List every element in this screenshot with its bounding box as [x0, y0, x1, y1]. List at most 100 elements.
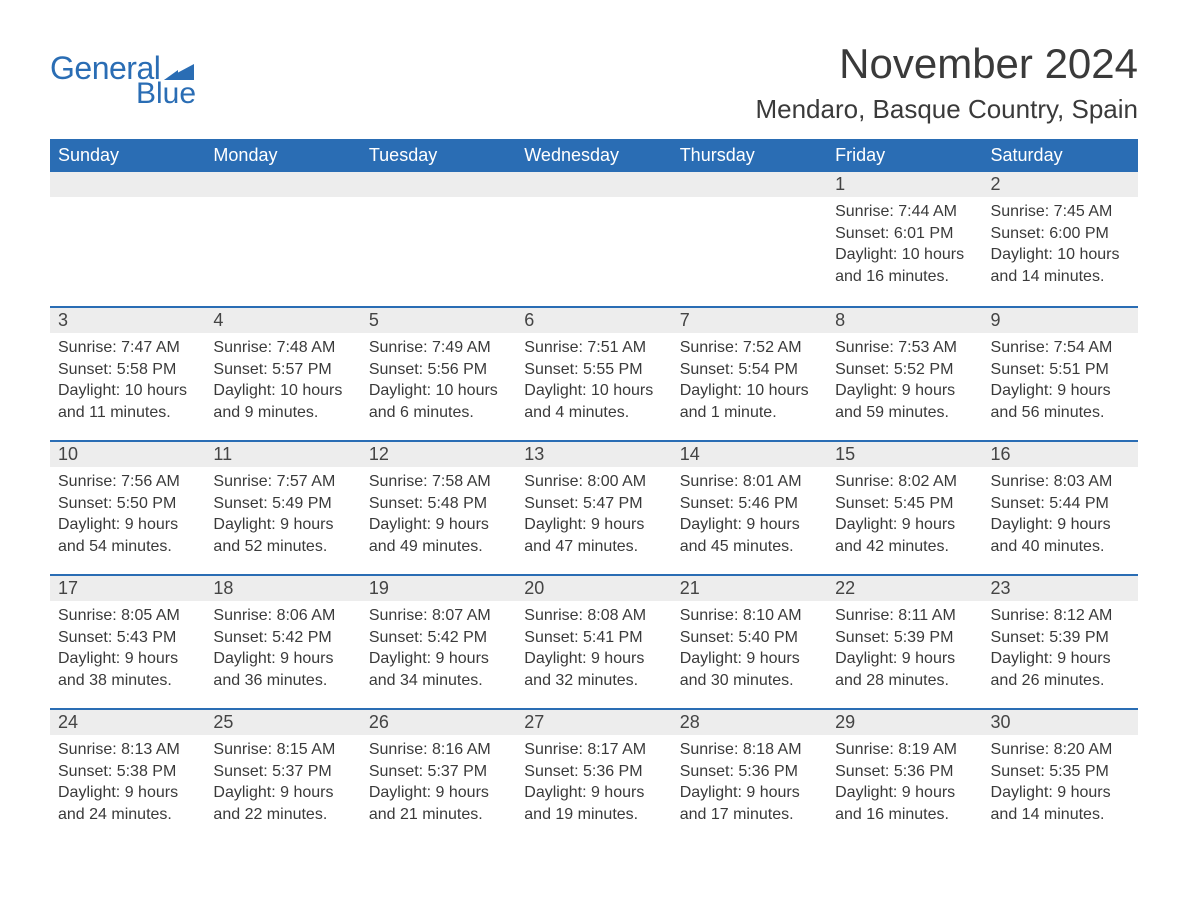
- day-number: 25: [205, 708, 360, 735]
- sunset-text: Sunset: 5:39 PM: [991, 627, 1130, 649]
- day-number: 14: [672, 440, 827, 467]
- sunrise-text: Sunrise: 7:52 AM: [680, 337, 819, 359]
- sunrise-text: Sunrise: 7:56 AM: [58, 471, 197, 493]
- day-data: Sunrise: 7:58 AMSunset: 5:48 PMDaylight:…: [361, 467, 516, 559]
- daylight-text: Daylight: 10 hours and 11 minutes.: [58, 380, 197, 423]
- calendar-day-cell: [50, 172, 205, 306]
- weekday-header: Friday: [827, 139, 982, 172]
- weekday-header: Thursday: [672, 139, 827, 172]
- calendar-week-row: 17Sunrise: 8:05 AMSunset: 5:43 PMDayligh…: [50, 574, 1138, 708]
- day-data: Sunrise: 8:02 AMSunset: 5:45 PMDaylight:…: [827, 467, 982, 559]
- day-number: 30: [983, 708, 1138, 735]
- calendar-day-cell: 16Sunrise: 8:03 AMSunset: 5:44 PMDayligh…: [983, 440, 1138, 574]
- calendar-day-cell: 12Sunrise: 7:58 AMSunset: 5:48 PMDayligh…: [361, 440, 516, 574]
- day-data: Sunrise: 7:44 AMSunset: 6:01 PMDaylight:…: [827, 197, 982, 289]
- day-data: Sunrise: 8:01 AMSunset: 5:46 PMDaylight:…: [672, 467, 827, 559]
- sunset-text: Sunset: 5:39 PM: [835, 627, 974, 649]
- day-number: 4: [205, 306, 360, 333]
- calendar-day-cell: 9Sunrise: 7:54 AMSunset: 5:51 PMDaylight…: [983, 306, 1138, 440]
- calendar-day-cell: 11Sunrise: 7:57 AMSunset: 5:49 PMDayligh…: [205, 440, 360, 574]
- sunset-text: Sunset: 6:01 PM: [835, 223, 974, 245]
- day-data: Sunrise: 8:17 AMSunset: 5:36 PMDaylight:…: [516, 735, 671, 827]
- sunrise-text: Sunrise: 8:17 AM: [524, 739, 663, 761]
- sunset-text: Sunset: 5:37 PM: [369, 761, 508, 783]
- calendar-day-cell: 8Sunrise: 7:53 AMSunset: 5:52 PMDaylight…: [827, 306, 982, 440]
- daylight-text: Daylight: 9 hours and 42 minutes.: [835, 514, 974, 557]
- sunrise-text: Sunrise: 8:20 AM: [991, 739, 1130, 761]
- day-data: Sunrise: 8:19 AMSunset: 5:36 PMDaylight:…: [827, 735, 982, 827]
- daylight-text: Daylight: 9 hours and 49 minutes.: [369, 514, 508, 557]
- day-number: 19: [361, 574, 516, 601]
- day-number: 10: [50, 440, 205, 467]
- month-title: November 2024: [755, 40, 1138, 88]
- sunrise-text: Sunrise: 8:19 AM: [835, 739, 974, 761]
- sunset-text: Sunset: 5:36 PM: [835, 761, 974, 783]
- sunset-text: Sunset: 5:45 PM: [835, 493, 974, 515]
- sunset-text: Sunset: 5:58 PM: [58, 359, 197, 381]
- sunset-text: Sunset: 5:51 PM: [991, 359, 1130, 381]
- day-number: 12: [361, 440, 516, 467]
- day-number: 21: [672, 574, 827, 601]
- sunrise-text: Sunrise: 8:08 AM: [524, 605, 663, 627]
- daylight-text: Daylight: 10 hours and 14 minutes.: [991, 244, 1130, 287]
- day-number: 17: [50, 574, 205, 601]
- daylight-text: Daylight: 9 hours and 40 minutes.: [991, 514, 1130, 557]
- day-data: Sunrise: 8:05 AMSunset: 5:43 PMDaylight:…: [50, 601, 205, 693]
- sunset-text: Sunset: 5:49 PM: [213, 493, 352, 515]
- daylight-text: Daylight: 9 hours and 59 minutes.: [835, 380, 974, 423]
- calendar-day-cell: 23 Sunrise: 8:12 AMSunset: 5:39 PMDayligh…: [983, 574, 1138, 708]
- calendar-week-row: 3Sunrise: 7:47 AMSunset: 5:58 PMDaylight…: [50, 306, 1138, 440]
- day-number: 23: [983, 574, 1138, 601]
- sunset-text: Sunset: 5:38 PM: [58, 761, 197, 783]
- daylight-text: Daylight: 9 hours and 36 minutes.: [213, 648, 352, 691]
- daylight-text: Daylight: 9 hours and 22 minutes.: [213, 782, 352, 825]
- empty-day-bar: [205, 172, 360, 197]
- daylight-text: Daylight: 9 hours and 56 minutes.: [991, 380, 1130, 423]
- empty-day-bar: [361, 172, 516, 197]
- day-number: 8: [827, 306, 982, 333]
- day-number: 6: [516, 306, 671, 333]
- day-number: 24: [50, 708, 205, 735]
- weekday-row: SundayMondayTuesdayWednesdayThursdayFrid…: [50, 139, 1138, 172]
- day-data: Sunrise: 8:03 AMSunset: 5:44 PMDaylight:…: [983, 467, 1138, 559]
- daylight-text: Daylight: 9 hours and 26 minutes.: [991, 648, 1130, 691]
- sunrise-text: Sunrise: 8:02 AM: [835, 471, 974, 493]
- calendar-day-cell: 4Sunrise: 7:48 AMSunset: 5:57 PMDaylight…: [205, 306, 360, 440]
- calendar-day-cell: 1Sunrise: 7:44 AMSunset: 6:01 PMDaylight…: [827, 172, 982, 306]
- calendar-day-cell: [516, 172, 671, 306]
- calendar-day-cell: 18Sunrise: 8:06 AMSunset: 5:42 PMDayligh…: [205, 574, 360, 708]
- sunrise-text: Sunrise: 7:47 AM: [58, 337, 197, 359]
- daylight-text: Daylight: 9 hours and 52 minutes.: [213, 514, 352, 557]
- empty-day-bar: [50, 172, 205, 197]
- sunrise-text: Sunrise: 8:06 AM: [213, 605, 352, 627]
- sunrise-text: Sunrise: 8:12 AM: [991, 605, 1130, 627]
- day-number: 2: [983, 172, 1138, 197]
- calendar-day-cell: 6Sunrise: 7:51 AMSunset: 5:55 PMDaylight…: [516, 306, 671, 440]
- day-number: 22: [827, 574, 982, 601]
- sunrise-text: Sunrise: 8:16 AM: [369, 739, 508, 761]
- day-data: Sunrise: 7:51 AMSunset: 5:55 PMDaylight:…: [516, 333, 671, 425]
- sunset-text: Sunset: 5:36 PM: [524, 761, 663, 783]
- calendar-week-row: 24 Sunrise: 8:13 AMSunset: 5:38 PM Dayligh…: [50, 708, 1138, 842]
- empty-day-bar: [516, 172, 671, 197]
- location-subtitle: Mendaro, Basque Country, Spain: [755, 94, 1138, 125]
- daylight-text: Daylight: 9 hours and 45 minutes.: [680, 514, 819, 557]
- sunrise-text: Sunrise: 8:13 AM: [58, 739, 197, 761]
- day-data: Sunrise: 8:08 AMSunset: 5:41 PMDaylight:…: [516, 601, 671, 693]
- daylight-text: Daylight: 9 hours and 30 minutes.: [680, 648, 819, 691]
- title-block: November 2024 Mendaro, Basque Country, S…: [755, 40, 1138, 131]
- sunrise-text: Sunrise: 8:00 AM: [524, 471, 663, 493]
- day-number: 11: [205, 440, 360, 467]
- day-number: 9: [983, 306, 1138, 333]
- sunrise-text: Sunrise: 8:07 AM: [369, 605, 508, 627]
- day-data: Sunrise: 7:47 AMSunset: 5:58 PMDaylight:…: [50, 333, 205, 425]
- calendar-day-cell: 24Sunrise: 8:13 AMSunset: 5:38 PMDayligh…: [50, 708, 205, 842]
- daylight-text: Daylight: 9 hours and 38 minutes.: [58, 648, 197, 691]
- day-number: 20: [516, 574, 671, 601]
- calendar-day-cell: 20Sunrise: 8:08 AMSunset: 5:41 PMDayligh…: [516, 574, 671, 708]
- sunset-text: Sunset: 5:50 PM: [58, 493, 197, 515]
- day-data: Sunrise: 8:18 AMSunset: 5:36 PMDaylight:…: [672, 735, 827, 827]
- sunrise-text: Sunrise: 7:51 AM: [524, 337, 663, 359]
- sunrise-text: Sunrise: 7:44 AM: [835, 201, 974, 223]
- weekday-header: Tuesday: [361, 139, 516, 172]
